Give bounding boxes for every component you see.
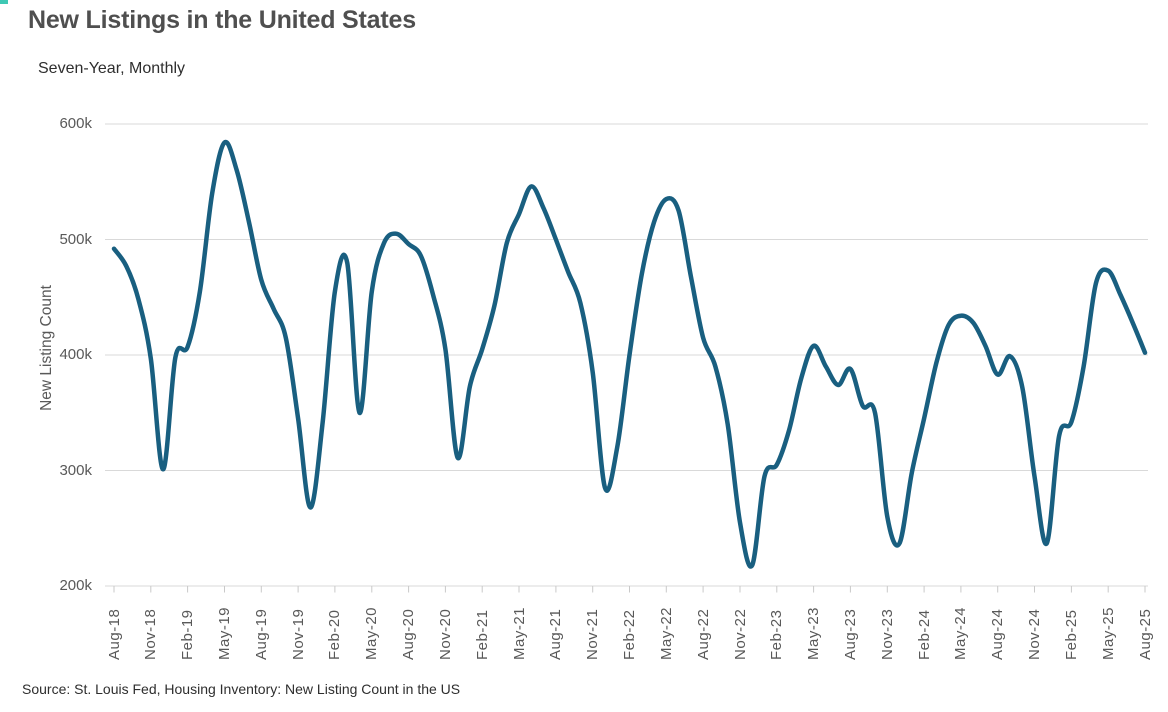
x-tick-label: Aug-22: [694, 608, 712, 660]
x-tick-label: Nov-19: [289, 608, 307, 660]
corner-artifact: [0, 0, 8, 4]
x-tick-label: Aug-18: [105, 608, 123, 660]
x-tick-label: May-22: [657, 606, 675, 660]
x-tick-label: Aug-21: [547, 608, 565, 660]
x-tick-label: Feb-21: [473, 609, 491, 660]
x-tick-label: May-19: [216, 606, 233, 660]
chart-title: New Listings in the United States: [28, 6, 416, 34]
y-tick-label: 600k: [59, 115, 92, 132]
x-tick-label: May-21: [510, 606, 528, 660]
x-tick-label: Nov-21: [584, 608, 602, 660]
x-tick-label: Feb-22: [621, 609, 638, 660]
x-tick-label: Nov-23: [878, 608, 896, 660]
chart-svg: [105, 123, 1148, 593]
x-tick-label: Aug-25: [1136, 608, 1154, 660]
x-tick-label: Aug-19: [252, 608, 270, 660]
x-tick-label: Feb-23: [768, 609, 786, 660]
x-tick-label: Feb-24: [915, 609, 933, 660]
x-tick-label: Nov-22: [731, 608, 749, 660]
x-tick-label: Feb-19: [179, 609, 197, 660]
y-tick-label: 500k: [59, 231, 92, 248]
x-tick-label: May-24: [952, 606, 970, 660]
x-tick-label: Nov-18: [142, 608, 160, 660]
x-tick-label: May-25: [1099, 606, 1117, 660]
x-tick-label: Aug-24: [989, 608, 1007, 660]
x-tick-label: Nov-24: [1026, 608, 1043, 660]
x-tick-label: May-20: [363, 606, 381, 660]
x-tick-label: Aug-20: [400, 608, 418, 660]
source-note: Source: St. Louis Fed, Housing Inventory…: [22, 681, 461, 697]
chart-subtitle: Seven-Year, Monthly: [38, 60, 186, 77]
y-tick-label: 200k: [59, 577, 92, 594]
y-tick-label: 400k: [59, 346, 92, 363]
x-tick-label: Aug-23: [841, 608, 859, 660]
x-tick-label: Feb-20: [326, 609, 344, 660]
x-tick-label: Feb-25: [1062, 609, 1080, 660]
x-tick-label: May-23: [805, 606, 823, 660]
x-tick-label: Nov-20: [436, 608, 454, 660]
y-tick-label: 300k: [59, 462, 92, 479]
data-line-new-listings: [111, 139, 1148, 569]
